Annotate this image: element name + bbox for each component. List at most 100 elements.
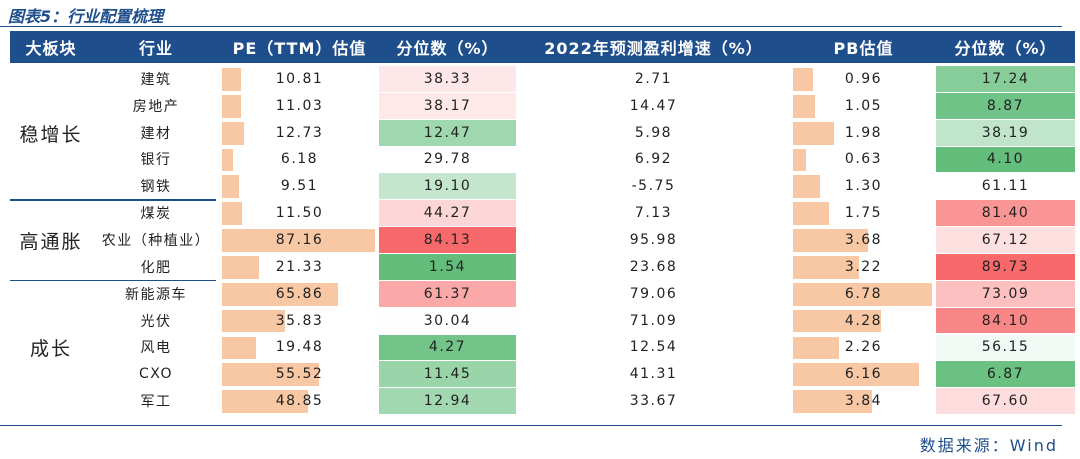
value-cell: 29.78	[379, 146, 516, 174]
value-cell: 2.71	[516, 66, 791, 93]
value-cell: 0.63	[791, 147, 936, 174]
group-separator	[10, 199, 216, 201]
data-bar	[793, 363, 920, 387]
value-cell: 81.40	[936, 200, 1075, 228]
value-cell: 67.12	[936, 227, 1075, 254]
value-cell: 89.73	[936, 253, 1075, 281]
value-cell: 1.54	[379, 253, 516, 281]
value-cell: 12.54	[516, 335, 791, 362]
industry-name: 军工	[92, 388, 220, 416]
column-header: 大板块	[10, 31, 92, 63]
value-cell: 12.73	[220, 120, 379, 147]
data-bar	[222, 121, 245, 145]
value-cell: 10.81	[220, 66, 379, 93]
value-cell: 87.16	[220, 227, 379, 254]
value-cell: 8.87	[936, 92, 1075, 120]
value-cell: 38.17	[379, 92, 516, 120]
data-bar	[793, 175, 820, 199]
data-bar	[793, 255, 859, 279]
value-cell: 79.06	[516, 281, 791, 308]
data-bar	[793, 68, 813, 91]
value-cell: 38.33	[379, 66, 516, 93]
value-cell: 71.09	[516, 308, 791, 335]
industry-name: 银行	[92, 147, 220, 174]
industry-name: 钢铁	[92, 173, 220, 201]
value-cell: 3.68	[791, 227, 936, 254]
value-cell: 11.50	[220, 200, 379, 228]
value-cell: 1.75	[791, 200, 936, 228]
value-cell: 3.22	[791, 254, 936, 281]
value-cell: 6.87	[936, 361, 1075, 389]
value-cell: 11.03	[220, 93, 379, 120]
value-cell: 6.78	[791, 281, 936, 308]
value-cell: 17.24	[936, 66, 1075, 93]
data-bar	[793, 336, 840, 360]
value-cell: 61.11	[936, 173, 1075, 201]
data-bar	[222, 94, 242, 118]
group-label: 高通胀	[19, 231, 83, 254]
value-cell: 84.13	[379, 227, 516, 254]
value-cell: 11.45	[379, 361, 516, 389]
value-cell: 4.27	[379, 334, 516, 362]
value-cell: 23.68	[516, 254, 791, 281]
value-cell: 19.48	[220, 335, 379, 362]
industry-name: CXO	[92, 361, 220, 389]
data-bar	[793, 282, 932, 306]
value-cell: 33.67	[516, 388, 791, 416]
value-cell: 6.92	[516, 147, 791, 174]
title-rule	[0, 26, 1062, 27]
column-header: 行业	[92, 31, 220, 63]
group-label: 成长	[29, 338, 72, 361]
value-cell: 3.84	[791, 388, 936, 416]
column-header: 分位数（%）	[379, 31, 516, 63]
value-cell: 9.51	[220, 173, 379, 201]
data-bar	[222, 175, 239, 199]
value-cell: 21.33	[220, 254, 379, 281]
source-note: 数据来源：Wind	[919, 436, 1058, 455]
value-cell: 4.28	[791, 308, 936, 335]
data-bar	[793, 202, 829, 226]
data-bar	[793, 94, 815, 118]
data-bar	[222, 68, 241, 91]
data-bar	[222, 202, 243, 226]
value-cell: 4.10	[936, 146, 1075, 174]
value-cell: 38.19	[936, 119, 1075, 147]
industry-name: 光伏	[92, 308, 220, 335]
value-cell: 19.10	[379, 173, 516, 201]
footer-rule	[0, 425, 1062, 426]
column-header: 2022年预测盈利增速（%）	[516, 31, 791, 63]
value-cell: 6.16	[791, 361, 936, 389]
value-cell: 12.94	[379, 388, 516, 416]
value-cell: 12.47	[379, 119, 516, 147]
data-bar	[222, 309, 285, 333]
data-bar	[222, 255, 260, 279]
data-bar	[793, 309, 881, 333]
value-cell: 14.47	[516, 93, 791, 120]
value-cell: 44.27	[379, 200, 516, 228]
value-cell: -5.75	[516, 173, 791, 201]
industry-name: 化肥	[92, 254, 220, 281]
industry-name: 煤炭	[92, 200, 220, 228]
value-cell: 1.30	[791, 173, 936, 201]
data-bar	[793, 148, 806, 172]
value-cell: 1.98	[791, 120, 936, 147]
value-cell: 30.04	[379, 307, 516, 335]
industry-name: 建筑	[92, 66, 220, 93]
value-cell: 67.60	[936, 388, 1075, 416]
value-cell: 65.86	[220, 281, 379, 308]
data-bar	[222, 336, 257, 360]
value-cell: 48.85	[220, 388, 379, 416]
data-bar	[793, 121, 834, 145]
value-cell: 6.18	[220, 147, 379, 174]
group-separator	[10, 279, 216, 282]
data-bar	[793, 390, 872, 414]
value-cell: 5.98	[516, 120, 791, 147]
data-bar	[222, 282, 338, 306]
column-header: 分位数（%）	[936, 31, 1075, 63]
value-cell: 0.96	[791, 66, 936, 93]
value-cell: 35.83	[220, 308, 379, 335]
value-cell: 7.13	[516, 200, 791, 228]
industry-name: 风电	[92, 335, 220, 362]
column-header: PE（TTM）估值	[220, 31, 379, 63]
